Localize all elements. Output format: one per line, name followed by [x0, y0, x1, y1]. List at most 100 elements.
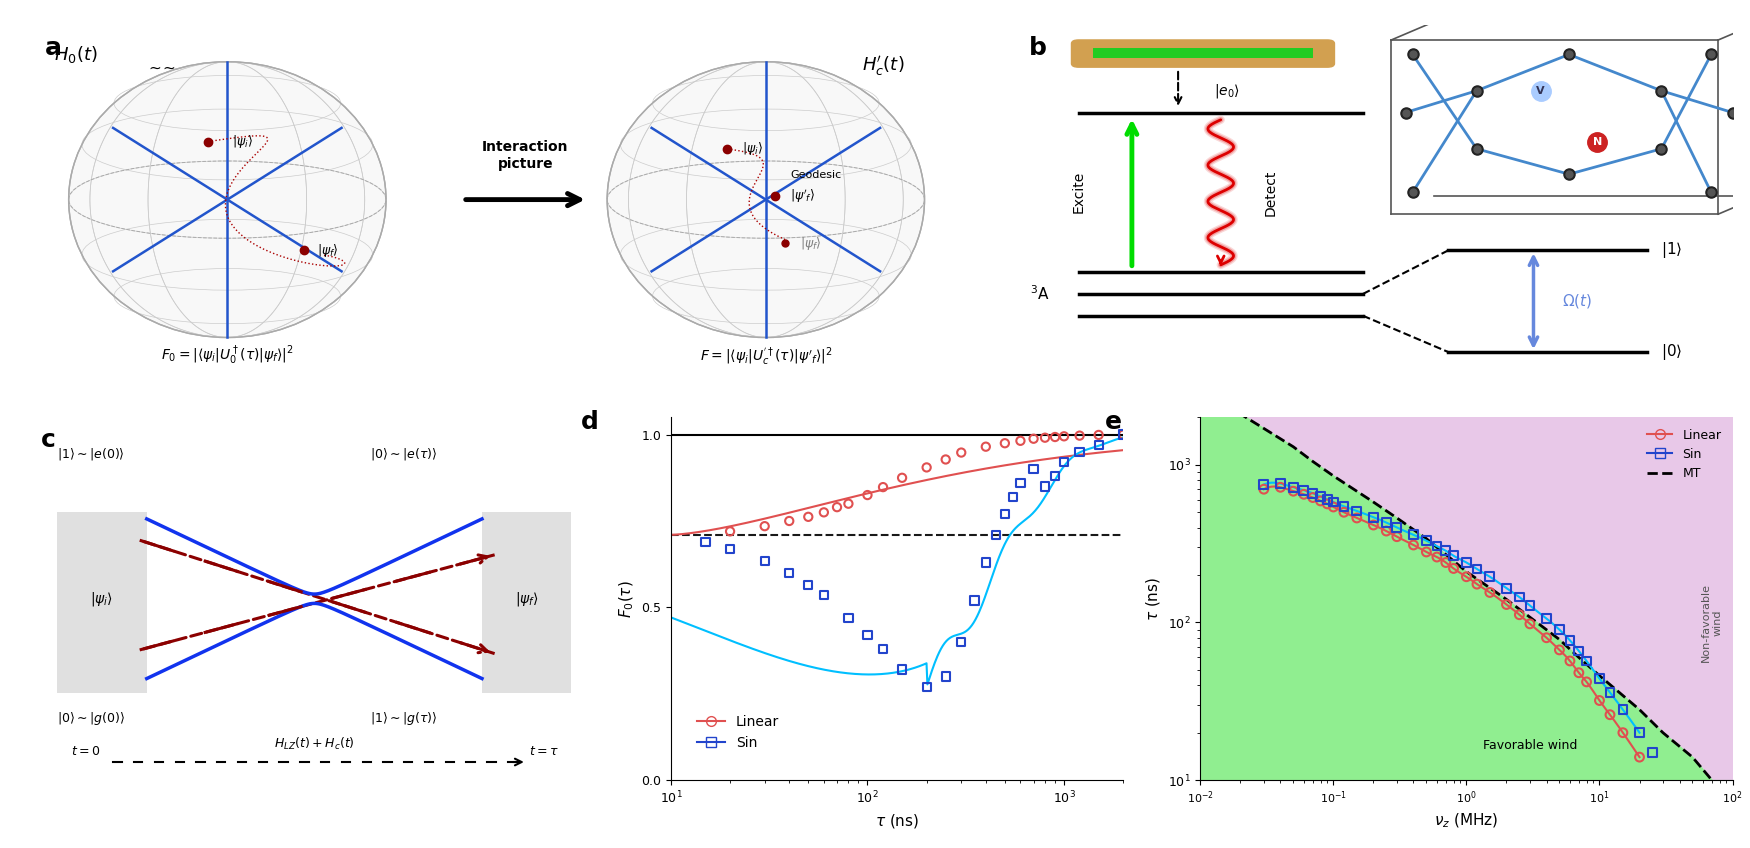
MT: [1435, 550, 1456, 560]
Point: [1267, 477, 1295, 490]
Point: [1493, 598, 1521, 611]
Point: [947, 635, 975, 649]
Text: $|\psi_f\rangle$: $|\psi_f\rangle$: [514, 589, 539, 608]
Text: $|e_0\rangle$: $|e_0\rangle$: [1214, 81, 1239, 100]
Point: [914, 680, 942, 694]
MT: [1701, 775, 1722, 785]
Bar: [1092, 48, 1312, 59]
Text: e: e: [1104, 410, 1122, 434]
Point: [1626, 726, 1654, 739]
Point: [1320, 500, 1348, 514]
Text: N: N: [1592, 137, 1601, 147]
Text: Non-favorable
wind: Non-favorable wind: [1701, 583, 1722, 662]
Point: [1279, 484, 1307, 498]
Y-axis label: $\tau$ (ns): $\tau$ (ns): [1144, 577, 1162, 621]
Point: [1423, 550, 1451, 564]
Point: [1110, 427, 1138, 441]
Text: $\sim\!\!\sim$: $\sim\!\!\sim$: [145, 59, 175, 75]
Ellipse shape: [607, 62, 924, 338]
Point: [1475, 586, 1503, 600]
Point: [1031, 431, 1059, 444]
X-axis label: $\nu_z$ (MHz): $\nu_z$ (MHz): [1435, 812, 1498, 830]
Point: [1516, 617, 1544, 631]
Point: [1372, 516, 1400, 529]
Text: Excite: Excite: [1071, 171, 1085, 214]
Point: [1586, 694, 1614, 707]
MT: [1549, 634, 1570, 644]
Text: c: c: [40, 428, 56, 452]
MT: [1456, 566, 1477, 577]
Point: [1360, 518, 1388, 532]
Text: $^3$A: $^3$A: [1031, 285, 1050, 304]
Point: [810, 505, 838, 519]
Point: [1050, 430, 1078, 444]
Point: [1020, 432, 1048, 445]
Text: $|\psi'_f\rangle$: $|\psi'_f\rangle$: [789, 187, 816, 204]
Point: [1452, 555, 1480, 569]
Point: [1382, 530, 1410, 544]
Point: [1440, 561, 1468, 575]
Text: d: d: [581, 410, 598, 434]
Point: [1608, 726, 1636, 739]
Point: [887, 471, 915, 484]
Point: [1110, 427, 1138, 441]
Point: [1493, 582, 1521, 595]
MT: [1416, 533, 1437, 544]
Text: $H_0(t)$: $H_0(t)$: [54, 43, 98, 64]
Point: [999, 490, 1027, 504]
Point: [1608, 703, 1636, 717]
Point: [914, 460, 942, 474]
MT: [1230, 409, 1251, 419]
MT: [1386, 513, 1407, 523]
Point: [1050, 455, 1078, 469]
Point: [947, 446, 975, 460]
Point: [854, 488, 882, 502]
Point: [751, 519, 779, 533]
Line: MT: MT: [1200, 389, 1732, 805]
MT: [1568, 652, 1589, 662]
MT: [1519, 612, 1540, 622]
Point: [1463, 577, 1491, 591]
Point: [1596, 686, 1624, 700]
Legend: Linear, Sin, MT: Linear, Sin, MT: [1642, 423, 1726, 485]
Legend: Linear, Sin: Linear, Sin: [691, 709, 784, 755]
Point: [1320, 495, 1348, 509]
Text: $|1\rangle \sim |g(\tau)\rangle$: $|1\rangle \sim |g(\tau)\rangle$: [371, 710, 438, 727]
MT: [1629, 705, 1650, 715]
Point: [931, 453, 959, 466]
MT: [1253, 423, 1274, 433]
Point: [1412, 545, 1440, 559]
Point: [961, 594, 989, 607]
Point: [887, 663, 915, 677]
Text: a: a: [44, 36, 61, 60]
Text: b: b: [1029, 36, 1046, 60]
Point: [1312, 497, 1340, 510]
Point: [1279, 481, 1307, 494]
Point: [1556, 654, 1584, 667]
Text: Geodesic: Geodesic: [789, 170, 842, 180]
Point: [1400, 538, 1428, 552]
Point: [1298, 491, 1326, 505]
Point: [1573, 654, 1601, 667]
Point: [1006, 477, 1034, 490]
Point: [751, 554, 779, 567]
Text: Detect: Detect: [1264, 169, 1278, 215]
Point: [1066, 445, 1094, 459]
Point: [691, 535, 719, 549]
Point: [1626, 750, 1654, 764]
Point: [822, 500, 850, 514]
Point: [1516, 599, 1544, 612]
Point: [716, 525, 744, 538]
Text: $H_{LZ}(t) + H_c(t)$: $H_{LZ}(t) + H_c(t)$: [275, 736, 355, 752]
Text: Favorable wind: Favorable wind: [1482, 739, 1577, 752]
Point: [1564, 666, 1592, 679]
Bar: [481, 511, 572, 693]
Point: [1312, 493, 1340, 506]
Point: [1533, 611, 1561, 625]
Point: [1586, 672, 1614, 685]
Text: $\Omega(t)$: $\Omega(t)$: [1563, 293, 1592, 310]
Point: [1307, 489, 1335, 503]
MT: [1652, 728, 1673, 738]
Text: Interaction
picture: Interaction picture: [483, 141, 569, 170]
Text: $t = 0$: $t = 0$: [70, 745, 100, 757]
